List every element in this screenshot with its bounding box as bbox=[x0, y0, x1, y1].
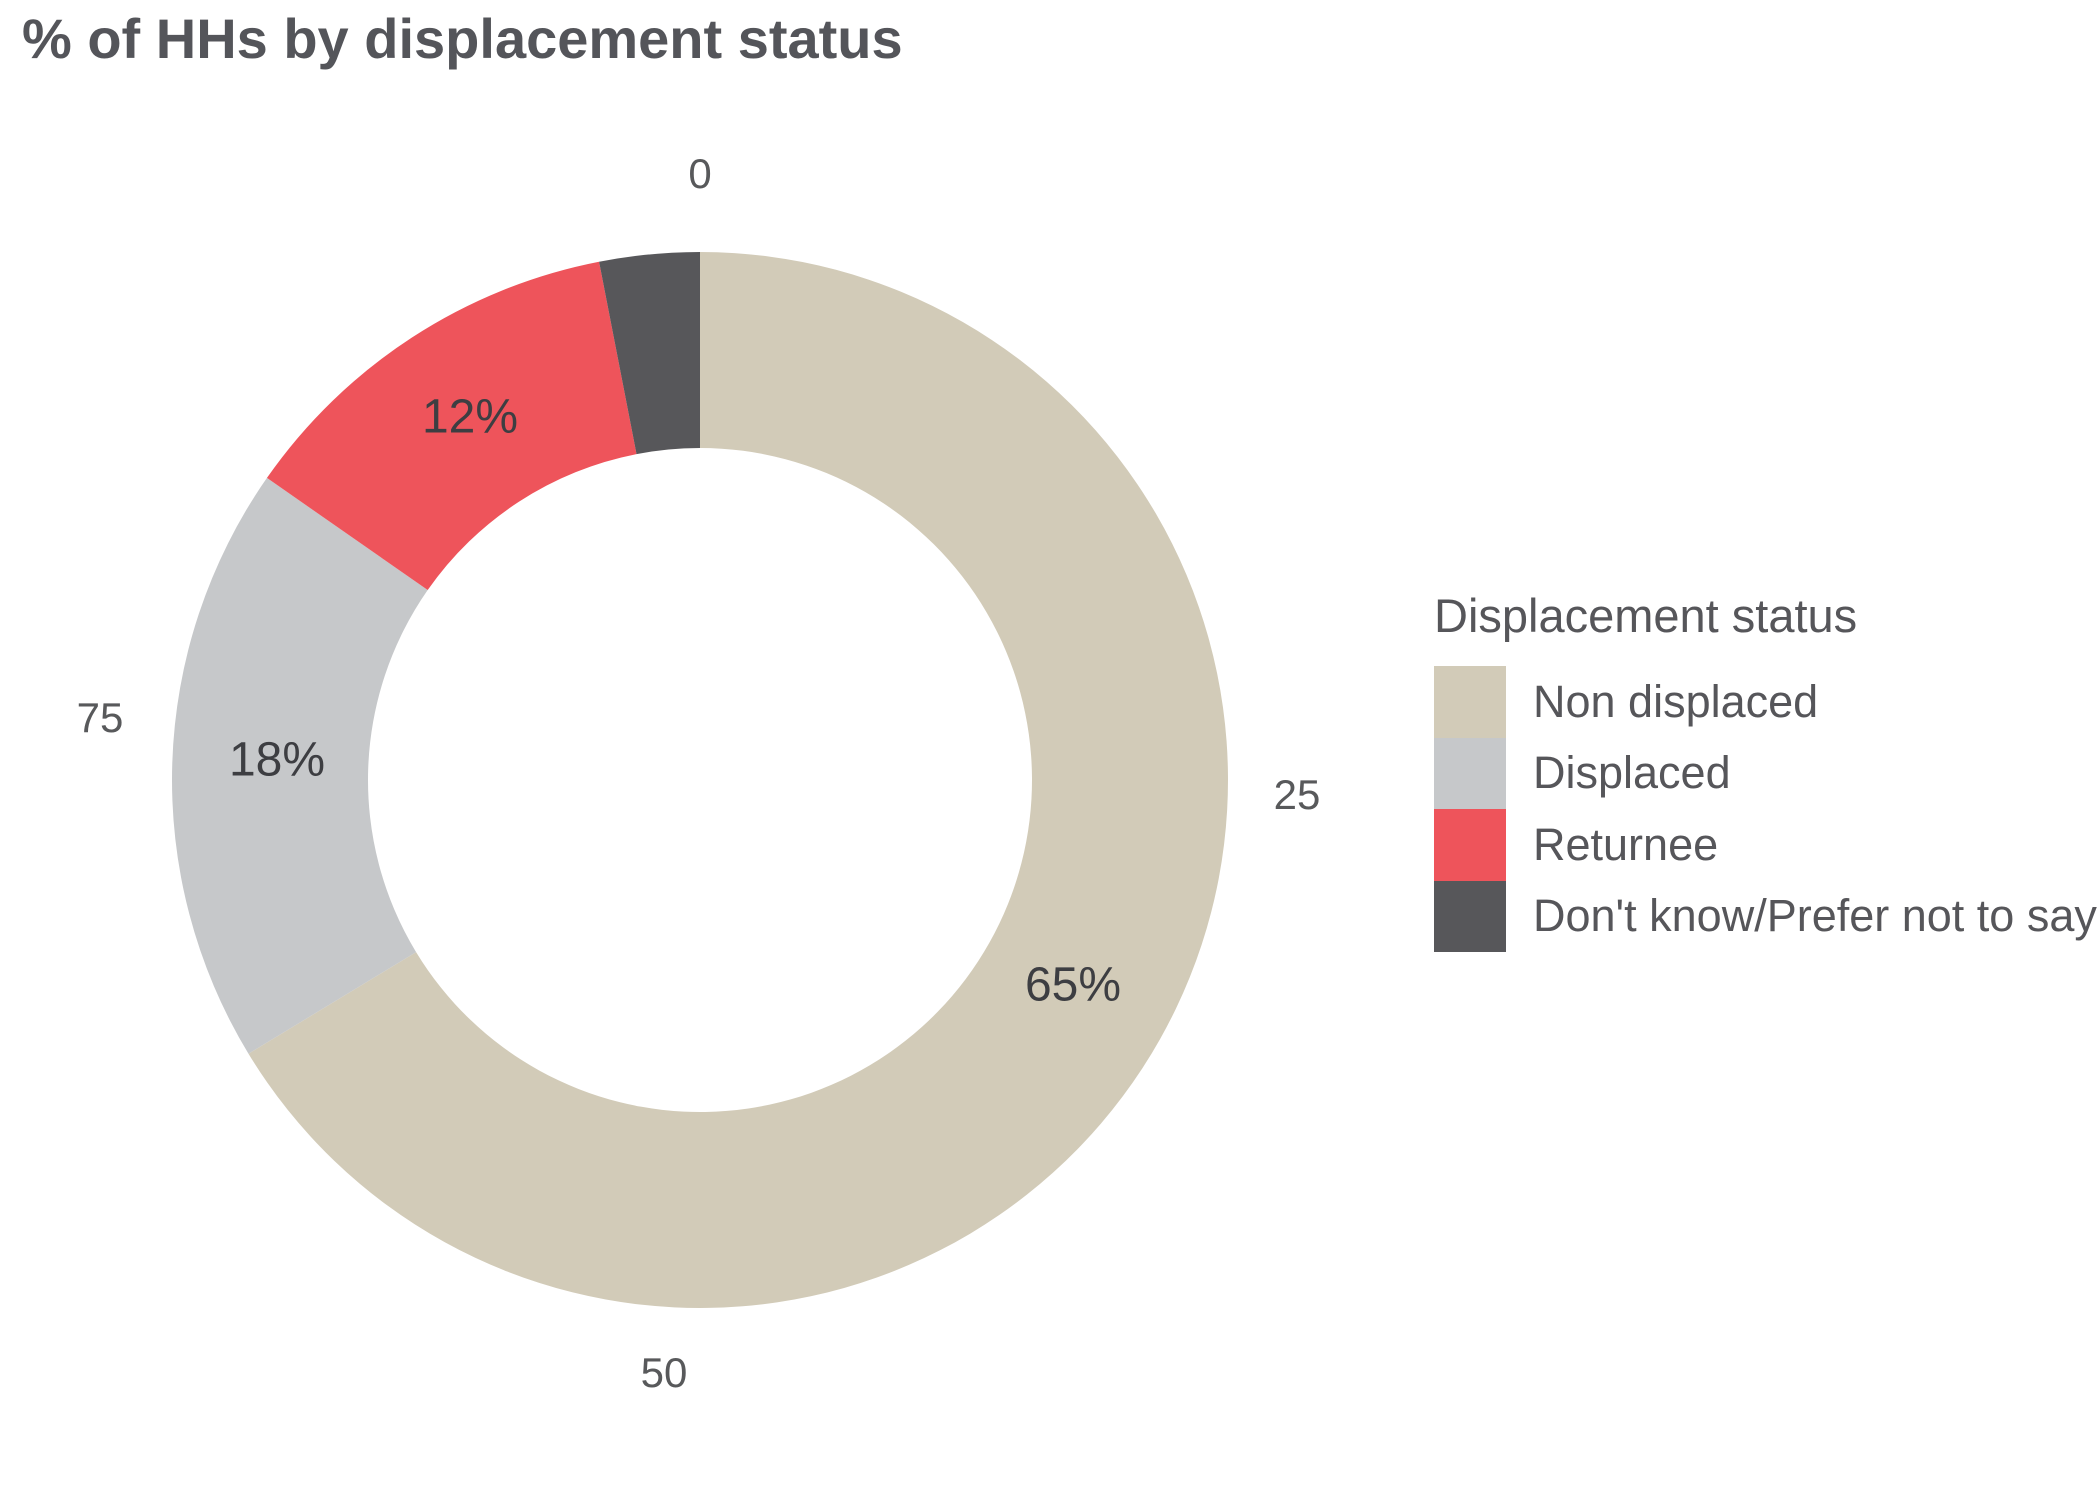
legend-swatch-non-displaced bbox=[1434, 666, 1506, 738]
ring-tick-label-0: 0 bbox=[688, 150, 712, 197]
legend-label-displaced: Displaced bbox=[1533, 747, 1731, 799]
legend-swatch-returnee bbox=[1434, 809, 1506, 881]
legend: Displacement status Non displaced Displa… bbox=[1434, 588, 2097, 952]
legend-swatch-dont-know bbox=[1434, 880, 1506, 952]
donut-chart[interactable]: 65% 18% 12% bbox=[170, 250, 1230, 1310]
chart-title: % of HHs by displacement status bbox=[22, 7, 903, 70]
ring-tick-label-50: 50 bbox=[640, 1349, 688, 1396]
donut-slice-2[interactable] bbox=[266, 261, 637, 591]
slice-label-returnee: 12% bbox=[421, 390, 519, 444]
legend-item-returnee[interactable]: Returnee bbox=[1434, 809, 2094, 881]
donut-slice-3[interactable] bbox=[599, 252, 700, 455]
donut-ring-svg[interactable] bbox=[170, 250, 1230, 1310]
legend-label-returnee: Returnee bbox=[1533, 818, 1719, 870]
donut-slice-1[interactable] bbox=[171, 477, 428, 1054]
legend-label-dont-know: Don't know/Prefer not to say bbox=[1533, 890, 2097, 942]
legend-item-displaced[interactable]: Displaced bbox=[1434, 737, 2094, 809]
slice-label-displaced: 18% bbox=[228, 733, 326, 787]
legend-title: Displacement status bbox=[1434, 589, 1858, 642]
legend-swatch-displaced bbox=[1434, 737, 1506, 809]
legend-item-dont-know[interactable]: Don't know/Prefer not to say bbox=[1434, 880, 2097, 952]
legend-label-non-displaced: Non displaced bbox=[1533, 675, 1819, 727]
slice-label-non-displaced: 65% bbox=[1024, 958, 1122, 1012]
ring-tick-label-75: 75 bbox=[76, 694, 124, 741]
donut-slice-0[interactable] bbox=[248, 252, 1228, 1309]
legend-item-non-displaced[interactable]: Non displaced bbox=[1434, 666, 2094, 738]
ring-tick-label-25: 25 bbox=[1273, 771, 1321, 818]
